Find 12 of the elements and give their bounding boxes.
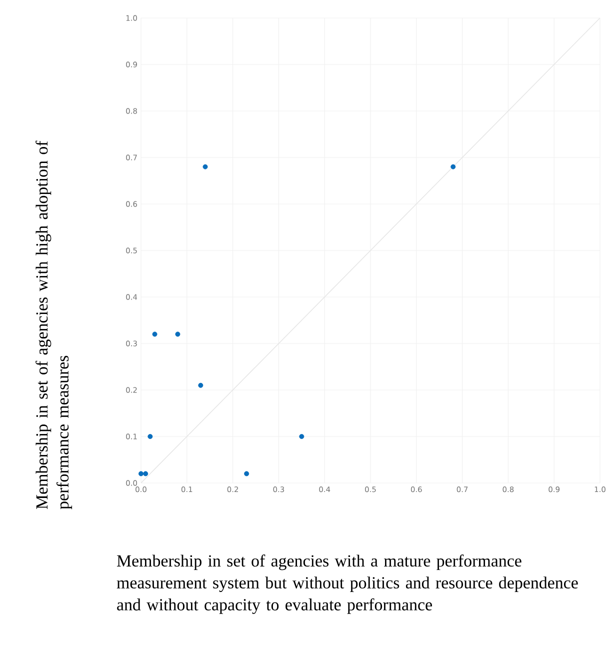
- point: [202, 164, 208, 170]
- point: [299, 434, 304, 439]
- point: [198, 382, 204, 388]
- point: [450, 164, 456, 170]
- point: [244, 471, 250, 476]
- y-axis-title: Membership in set of agencies with high adoption of performance measures: [36, 140, 72, 510]
- point: [143, 471, 148, 476]
- x-axis-title: Membership in set of agencies with a mature performance measurement system but without politics and resource dependence and without capacity to evaluate performance: [116, 554, 578, 614]
- point: [152, 332, 158, 337]
- point: [175, 332, 180, 337]
- point: [148, 434, 153, 439]
- point: [138, 471, 144, 476]
